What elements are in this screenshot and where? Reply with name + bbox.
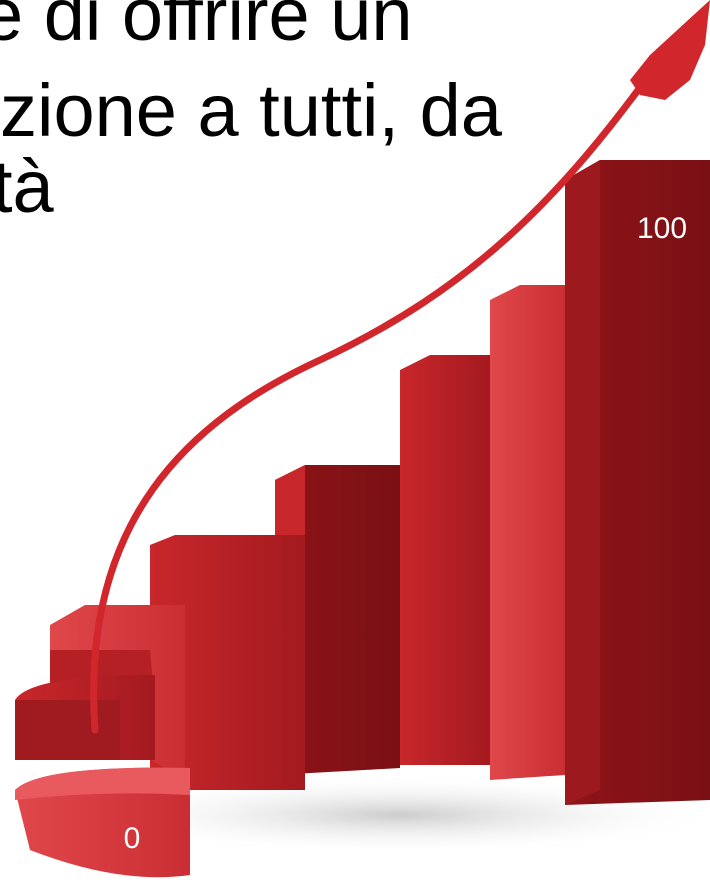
bar-face xyxy=(565,160,600,805)
text-line: e di offrire un xyxy=(0,0,413,56)
arrow xyxy=(90,56,664,734)
bar xyxy=(490,285,565,780)
bar-top xyxy=(15,767,190,800)
bar xyxy=(400,355,490,765)
arrow-head xyxy=(630,0,710,100)
text-line: zione a tutti, da xyxy=(0,69,502,152)
label-max: 100 xyxy=(637,212,687,245)
bar xyxy=(275,465,400,775)
text-line: tà xyxy=(0,145,54,228)
shadow xyxy=(70,775,710,855)
bar xyxy=(565,160,710,805)
bar-face xyxy=(15,700,120,760)
bar xyxy=(150,535,305,790)
label-min: 0 xyxy=(124,822,141,855)
